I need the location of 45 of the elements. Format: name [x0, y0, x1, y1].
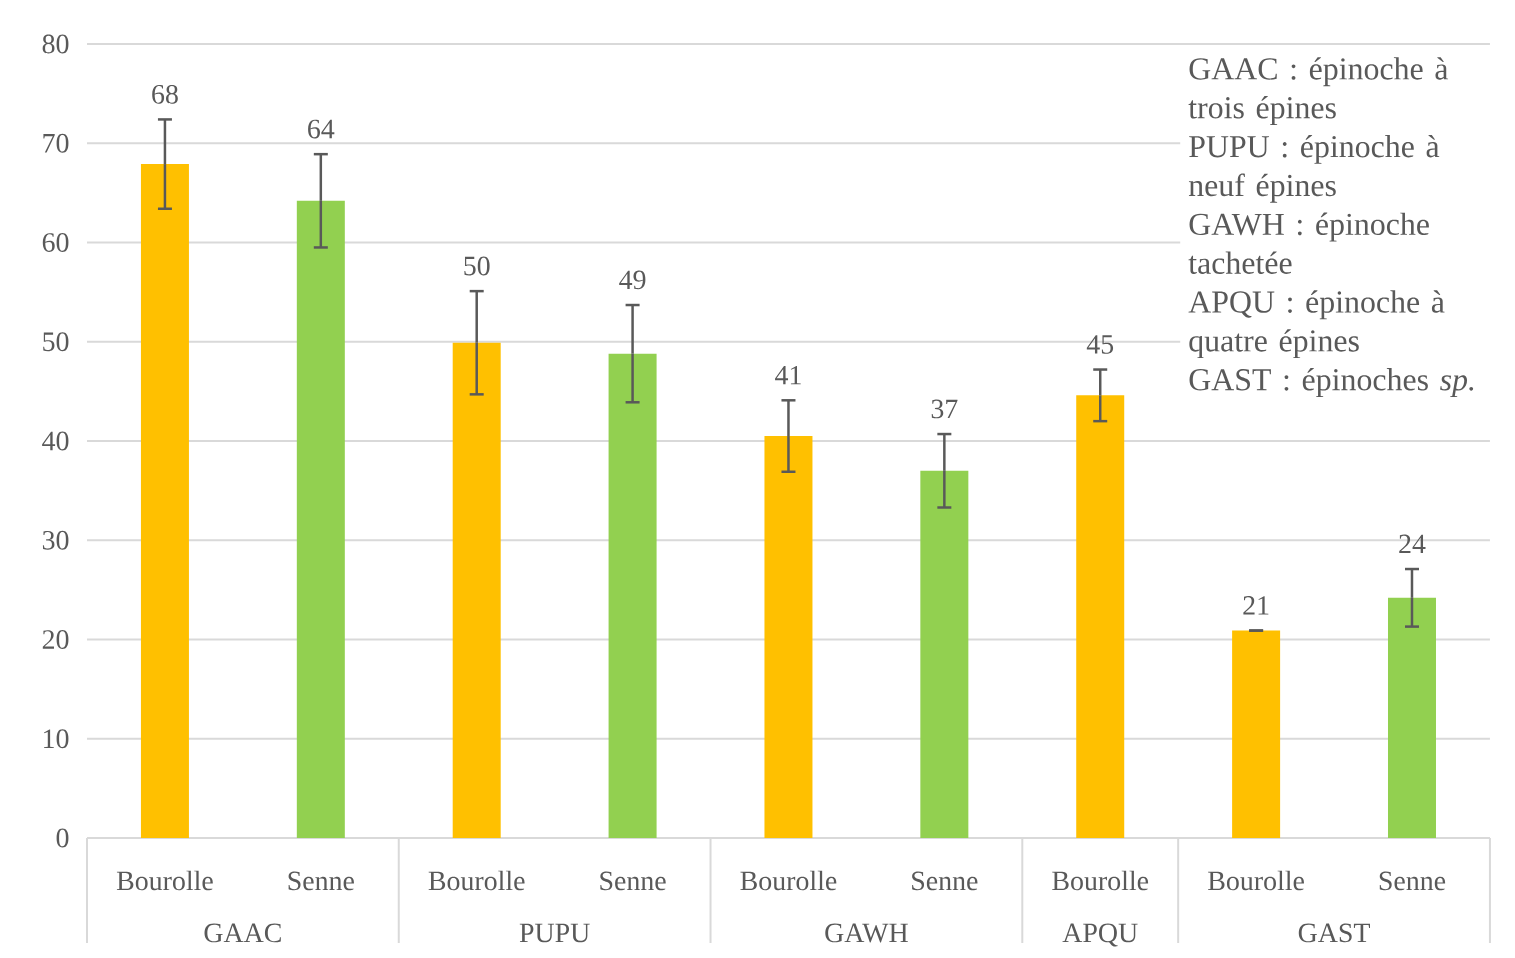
bar: [1387, 597, 1436, 838]
data-label: 45: [1086, 335, 1114, 354]
y-tick-label: 80: [42, 34, 69, 54]
data-label: 24: [1399, 534, 1426, 554]
y-tick-label: 60: [42, 233, 69, 252]
data-label: 68: [152, 84, 178, 104]
bar: [764, 436, 813, 838]
x-tick-label: Bourolle: [740, 870, 837, 891]
x-tick-label: Bourolle: [1208, 870, 1304, 891]
bar: [1076, 395, 1125, 838]
y-tick-label: 30: [42, 530, 69, 550]
data-label: 64: [308, 119, 335, 139]
text: PUPU: [519, 923, 590, 943]
x-tick-label: Senne: [1379, 871, 1446, 891]
bar: [920, 470, 969, 838]
data-label: 21: [1243, 596, 1269, 615]
data-label: 50: [464, 256, 490, 276]
x-tick-label: Bourolle: [428, 870, 525, 891]
x-tick-label: Senne: [600, 871, 666, 891]
y-tick-label: 40: [42, 431, 69, 451]
x-tick-label: Senne: [288, 871, 354, 891]
text: APQU: [1062, 923, 1138, 947]
bar: [608, 353, 657, 838]
data-label: 41: [775, 365, 801, 385]
y-tick-label: 20: [42, 630, 69, 649]
y-tick-label: 70: [43, 133, 69, 153]
bar: [1232, 630, 1281, 838]
data-label: 37: [931, 399, 958, 419]
y-tick-label: 0: [56, 828, 69, 848]
annotation: GAWH : épinoche tachetée: [1188, 212, 1429, 274]
y-tick-label: 50: [43, 332, 69, 352]
y-tick-label: 10: [44, 729, 69, 749]
x-tick-label: Senne: [912, 871, 978, 891]
x-tick-label: Bourolle: [116, 870, 213, 891]
annotation: GAST : épinoches sp.: [1189, 368, 1474, 397]
bar: [140, 164, 189, 838]
bar: [452, 342, 501, 838]
text: GAAC: [204, 923, 281, 943]
annotation: GAAC : épinoche à trois épines: [1188, 57, 1449, 125]
data-label: 49: [619, 270, 646, 290]
x-tick-label: Bourolle: [1052, 870, 1149, 891]
annotation: PUPU : épinoche à neuf épines: [1188, 134, 1440, 203]
text: GAWH: [825, 923, 908, 943]
bar: [296, 200, 345, 838]
text: GAST: [1298, 923, 1370, 943]
